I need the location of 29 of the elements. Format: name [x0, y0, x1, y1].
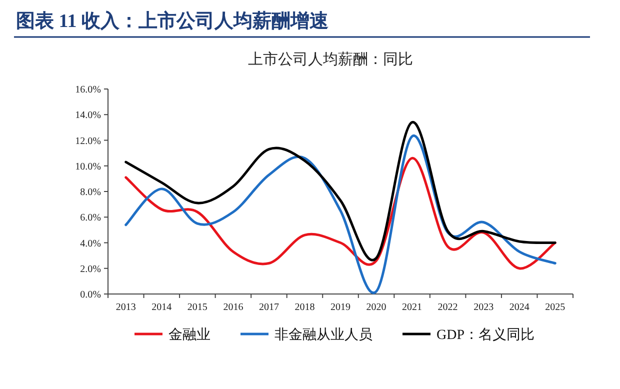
x-tick-label: 2018	[294, 302, 315, 313]
y-tick-label: 4.0%	[80, 238, 101, 250]
y-tick-label: 2.0%	[80, 264, 101, 275]
x-tick-label: 2019	[330, 302, 350, 313]
x-tick-label: 2016	[223, 302, 244, 313]
y-tick-label: 12.0%	[75, 136, 101, 147]
line-series	[124, 135, 556, 294]
x-tick-label: 2015	[187, 302, 208, 313]
x-tick-label: 2023	[474, 302, 494, 313]
x-tick-label: 2022	[438, 302, 458, 313]
chart-subtitle: 上市公司人均薪酬：同比	[248, 51, 413, 68]
line-series	[124, 156, 556, 270]
legend-label: 非金融从业人员	[274, 327, 372, 343]
legend-label: GDP：名义同比	[436, 327, 535, 343]
legend-label: 金融业	[168, 327, 210, 343]
x-tick-label: 2014	[152, 302, 172, 313]
y-tick-label: 16.0%	[75, 84, 101, 96]
x-tick-label: 2017	[258, 302, 279, 313]
x-tick-label: 2021	[402, 302, 422, 313]
y-tick-label: 8.0%	[80, 187, 101, 198]
x-tick-label: 2025	[545, 302, 566, 313]
x-tick-label: 2024	[509, 302, 530, 313]
chart-title: 图表 11 收入：上市公司人均薪酬增速	[16, 10, 328, 32]
y-tick-label: 6.0%	[80, 212, 101, 224]
y-tick-label: 14.0%	[75, 110, 101, 122]
y-tick-label: 10.0%	[75, 161, 101, 172]
x-tick-label: 2020	[366, 302, 386, 313]
x-tick-label: 2013	[116, 302, 136, 313]
y-tick-label: 0.0%	[80, 290, 101, 300]
